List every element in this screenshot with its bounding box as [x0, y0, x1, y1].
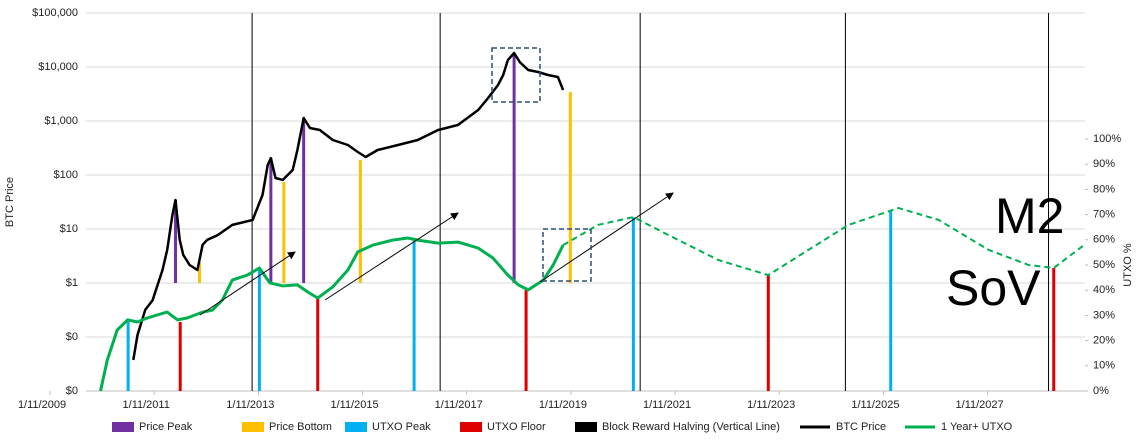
y2-axis-title: UTXO %	[1122, 243, 1134, 287]
legend: Price Peak Price Bottom UTXO Peak UTXO Floo…	[112, 421, 1013, 433]
y-tick-label: $0	[66, 385, 78, 397]
legend-label: BTC Price	[836, 421, 886, 433]
legend-swatch	[575, 422, 597, 432]
highlight-box	[542, 228, 592, 282]
legend-label: Price Peak	[139, 421, 193, 433]
trend-arrow	[324, 212, 459, 301]
y2-tick-label: 0%	[1093, 385, 1109, 397]
y-tick-label: $10	[60, 223, 78, 235]
y2-tick-label: 100%	[1093, 133, 1121, 145]
plot-area	[99, 13, 1085, 392]
x-tick-label: 1/11/2027	[956, 399, 1004, 411]
annotation-shapes	[199, 47, 674, 316]
annotation: SoV	[946, 260, 1041, 316]
x-tick-label: 1/11/2025	[851, 399, 899, 411]
legend-label: Block Reward Halving (Vertical Line)	[602, 421, 780, 433]
annotation: M2	[995, 188, 1064, 244]
legend-swatch	[112, 422, 134, 432]
y-tick-label: $1	[66, 277, 78, 289]
x-tick-label: 1/11/2011	[123, 399, 170, 411]
legend-label: Price Bottom	[269, 421, 332, 433]
y-axis-title: BTC Price	[4, 177, 16, 227]
x-tick-label: 1/11/2015	[330, 399, 378, 411]
y-tick-label: $100,000	[32, 7, 78, 19]
y2-tick-label: 50%	[1093, 259, 1115, 271]
series-line	[99, 236, 565, 392]
legend-swatch	[460, 422, 482, 432]
legend-swatch	[242, 422, 264, 432]
series-line	[132, 51, 565, 361]
y-tick-label: $10,000	[38, 61, 78, 73]
y2-tick-label: 40%	[1093, 284, 1115, 296]
y-tick-label: $1,000	[44, 115, 78, 127]
legend-swatch	[345, 422, 367, 432]
y-tick-label: $0	[66, 331, 78, 343]
x-tick-label: 1/11/2019	[539, 399, 587, 411]
x-tick-label: 1/11/2023	[747, 399, 795, 411]
x-tick-label: 1/11/2021	[643, 399, 691, 411]
y2-tick-label: 80%	[1093, 183, 1115, 195]
legend-label: UTXO Floor	[487, 421, 546, 433]
y2-tick-label: 20%	[1093, 335, 1115, 347]
legend-label: 1 Year+ UTXO	[941, 421, 1013, 433]
x-tick-label: 1/11/2009	[18, 399, 66, 411]
x-tick-label: 1/11/2013	[226, 399, 274, 411]
x-tick-label: 1/11/2017	[435, 399, 483, 411]
projection-line	[562, 206, 1085, 277]
y2-tick-label: 60%	[1093, 234, 1115, 246]
y-tick-label: $100	[54, 169, 78, 181]
highlight-box	[491, 47, 541, 103]
y2-tick-label: 10%	[1093, 360, 1115, 372]
y2-tick-label: 30%	[1093, 309, 1115, 321]
y2-tick-label: 90%	[1093, 158, 1115, 170]
legend-label: UTXO Peak	[372, 421, 431, 433]
trend-arrow	[199, 251, 296, 316]
trend-arrow	[539, 192, 674, 283]
y2-tick-label: 70%	[1093, 209, 1115, 221]
